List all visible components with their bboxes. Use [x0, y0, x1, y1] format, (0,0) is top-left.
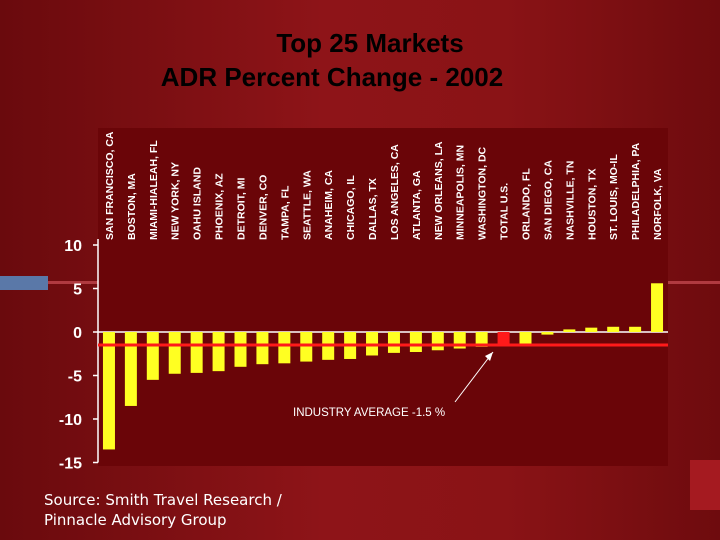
industry-average-label: INDUSTRY AVERAGE -1.5 % — [293, 407, 445, 419]
bar — [190, 332, 203, 373]
decorative-accent-bar — [0, 276, 48, 290]
category-label: TOTAL U.S. — [499, 183, 511, 240]
bar — [256, 332, 269, 365]
category-label: NEW ORLEANS, LA — [433, 141, 445, 240]
category-label: DETROIT, MI — [236, 178, 248, 240]
bar — [585, 327, 598, 332]
bar — [607, 326, 620, 332]
category-label: MINNEAPOLIS, MN — [455, 145, 467, 240]
source-note: Source: Smith Travel Research / Pinnacle… — [44, 490, 282, 530]
bar — [519, 332, 532, 345]
chart-title-line2: ADR Percent Change - 2002 — [160, 62, 504, 92]
source-line1: Source: Smith Travel Research / — [44, 491, 282, 509]
bar — [124, 332, 137, 406]
bar — [168, 332, 181, 374]
category-label: SAN FRANCISCO, CA — [104, 131, 116, 240]
y-tick-label: -15 — [59, 456, 82, 473]
category-label: NEW YORK, NY — [170, 162, 182, 240]
bar — [541, 332, 554, 335]
y-tick-label: 5 — [73, 282, 82, 299]
category-label: ATLANTA, GA — [411, 170, 423, 240]
y-tick-label: 0 — [73, 325, 82, 342]
category-label: CHICAGO, IL — [345, 175, 357, 240]
category-label: SEATTLE, WA — [301, 170, 313, 240]
category-label: PHOENIX, AZ — [214, 173, 226, 240]
bar — [651, 283, 664, 332]
y-tick-label: -10 — [59, 412, 82, 429]
category-label: MIAMI-HIALEAH, FL — [148, 140, 160, 240]
category-label: ANAHEIM, CA — [323, 170, 335, 240]
bar — [497, 332, 510, 346]
category-label: ORLANDO, FL — [521, 168, 533, 240]
category-label: WASHINGTON, DC — [477, 146, 489, 240]
bar — [300, 332, 313, 362]
bar — [563, 329, 576, 332]
source-line2: Pinnacle Advisory Group — [44, 511, 227, 529]
category-label: OAHU ISLAND — [192, 167, 204, 240]
category-label: TAMPA, FL — [279, 185, 291, 240]
bar — [431, 332, 444, 351]
bar — [102, 332, 115, 450]
annotation-arrow-line — [454, 351, 494, 403]
annotation-arrow-head — [485, 352, 493, 361]
category-label: NORFOLK, VA — [652, 168, 664, 240]
y-tick-label: 10 — [64, 238, 82, 255]
bar — [234, 332, 247, 367]
bar — [146, 332, 159, 380]
category-label: DALLAS, TX — [367, 178, 379, 240]
category-label: PHILADELPHIA, PA — [630, 142, 642, 240]
chart-title-line1: Top 25 Markets — [276, 28, 464, 58]
category-label: SAN DIEGO, CA — [542, 160, 554, 240]
bar — [629, 326, 642, 332]
bar — [212, 332, 225, 372]
bar — [278, 332, 291, 364]
decorative-corner-block — [690, 460, 720, 510]
bar — [475, 332, 488, 347]
category-label: BOSTON, MA — [126, 173, 138, 240]
category-label: LOS ANGELES, CA — [389, 144, 401, 240]
plot-area-background — [98, 128, 668, 466]
bar — [387, 332, 400, 353]
y-tick-label: -5 — [68, 369, 82, 386]
bar — [409, 332, 422, 353]
category-label: ST. LOUIS, MO-IL — [608, 154, 620, 240]
category-label: HOUSTON, TX — [586, 168, 598, 240]
category-label: NASHVILLE, TN — [564, 161, 576, 240]
category-label: DENVER, CO — [257, 175, 269, 240]
